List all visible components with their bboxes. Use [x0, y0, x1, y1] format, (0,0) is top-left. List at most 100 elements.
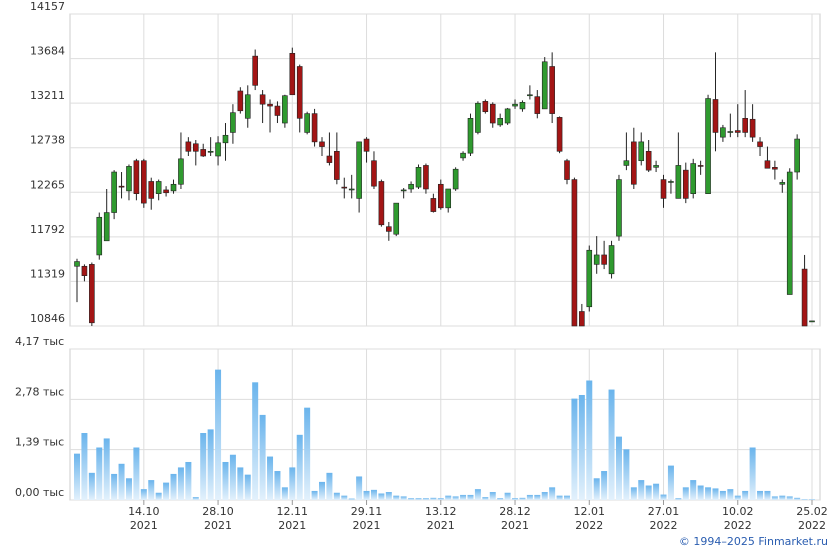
candle-body [742, 118, 748, 133]
volume-bar [727, 489, 734, 500]
candle-body [757, 141, 763, 147]
candle-body [556, 117, 563, 152]
volume-bar [430, 497, 437, 500]
candle-body [690, 163, 697, 194]
candle-body [185, 141, 192, 152]
candle-body [809, 320, 815, 323]
volume-bar [170, 473, 177, 500]
candle-body [452, 168, 459, 190]
volume-bar [215, 369, 222, 500]
volume-bar [809, 499, 815, 500]
x-tick-label: 27.01 2022 [647, 505, 680, 532]
volume-bar [289, 467, 296, 500]
volume-bar [244, 474, 251, 500]
candle-body [437, 183, 444, 209]
candle-body [259, 94, 266, 105]
volume-bar [363, 490, 370, 500]
volume-bar [601, 471, 608, 500]
candle-body [705, 98, 711, 194]
volume-bar [534, 494, 541, 500]
candle-body [274, 105, 281, 116]
volume-bar [88, 472, 95, 500]
candle-body [608, 245, 615, 275]
candle-body [571, 179, 578, 327]
volume-bar [719, 490, 726, 500]
candle-body [356, 141, 362, 199]
volume-bar [660, 494, 667, 500]
volume-bar [749, 447, 756, 500]
volume-bar [586, 380, 593, 500]
volume-bar [393, 495, 400, 500]
candle-body [512, 103, 518, 107]
volume-bar [467, 494, 474, 500]
volume-bar [519, 497, 526, 500]
candle-body [252, 55, 258, 86]
volume-bar [222, 461, 229, 500]
volume-bar [482, 497, 489, 500]
x-tick-label: 28.10 2021 [202, 505, 234, 532]
y-tick-label: 14157 [30, 0, 65, 13]
volume-bar [304, 407, 311, 500]
volume-bar [549, 487, 556, 500]
candle-body [534, 96, 541, 114]
candle-body [244, 94, 251, 119]
candle-body [467, 118, 474, 154]
candle-body [460, 152, 466, 159]
candle-body [445, 188, 452, 209]
candle-body [772, 167, 778, 170]
y2-tick-label: 2,78 тыс [15, 385, 64, 398]
candle-body [601, 254, 607, 265]
volume-bar [192, 497, 199, 500]
y2-tick-label: 0,00 тыс [15, 486, 64, 499]
volume-bar [504, 492, 511, 500]
candle-body [326, 155, 333, 163]
volume-bar [163, 482, 170, 500]
candle-body [341, 186, 348, 189]
candle-body [178, 158, 184, 185]
y-tick-label: 13684 [30, 45, 65, 58]
volume-bar [794, 497, 801, 500]
candle-body [786, 171, 793, 295]
volume-bar [653, 483, 660, 500]
y-tick-label: 10846 [30, 312, 65, 325]
x-tick-label: 10.02 2022 [722, 505, 754, 532]
volume-bar [103, 438, 110, 500]
candle-body [378, 181, 385, 226]
candle-body [497, 118, 503, 126]
y2-tick-label: 1,39 тыс [15, 436, 64, 449]
candle-body [400, 189, 407, 192]
x-tick-label: 13.12 2021 [425, 505, 457, 532]
candle-body [111, 171, 117, 213]
candle-body [386, 226, 392, 232]
volume-bar [296, 434, 303, 500]
candle-body [475, 102, 481, 133]
candle-body [96, 216, 103, 256]
volume-bar [564, 495, 570, 500]
volume-bar [422, 498, 429, 500]
volume-bar [207, 429, 214, 500]
candle-body [237, 90, 244, 112]
volume-bar [556, 495, 563, 500]
volume-bar [801, 499, 808, 500]
candle-body [393, 202, 400, 235]
volume-bar [252, 382, 259, 500]
volume-bar [771, 496, 778, 500]
x-tick-label: 12.11 2021 [276, 505, 309, 532]
volume-bar [385, 492, 392, 500]
volume-bar [638, 480, 645, 500]
candle-body [163, 189, 169, 194]
volume-bar [408, 498, 415, 500]
candle-body [675, 165, 682, 199]
volume-bar [571, 398, 578, 500]
y2-tick-label: 4,17 тыс [15, 335, 64, 348]
volume-bar [341, 495, 348, 500]
candle-body [423, 165, 429, 190]
candle-body [727, 131, 734, 133]
y-tick-label: 11792 [30, 223, 65, 236]
candle-body [794, 138, 800, 173]
volume-bar [400, 496, 407, 500]
volume-bar [326, 472, 333, 500]
volume-bar [125, 478, 132, 500]
candle-body [801, 268, 808, 327]
